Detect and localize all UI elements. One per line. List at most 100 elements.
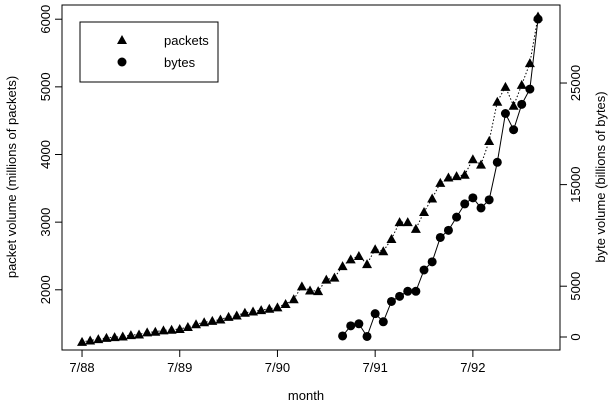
data-point — [166, 324, 177, 334]
y2-tick-label: 25000 — [568, 65, 583, 101]
data-point — [191, 319, 202, 329]
data-point — [296, 281, 307, 291]
data-point — [402, 217, 413, 227]
data-point — [427, 257, 437, 267]
data-point — [378, 317, 388, 327]
data-point — [280, 299, 291, 308]
data-point — [321, 274, 332, 284]
data-point — [142, 327, 153, 337]
data-point — [484, 195, 494, 205]
data-point — [460, 199, 470, 209]
data-point — [101, 332, 112, 342]
data-point — [215, 314, 226, 324]
data-point — [403, 286, 413, 296]
data-point — [305, 285, 316, 295]
x-tick-label: 7/92 — [460, 360, 485, 375]
data-point — [117, 331, 128, 341]
data-point — [395, 291, 405, 301]
data-point — [452, 212, 462, 222]
legend-marker — [117, 57, 127, 67]
data-point — [451, 171, 462, 181]
data-point — [150, 326, 161, 336]
data-point — [362, 331, 372, 341]
data-point — [231, 310, 242, 320]
data-point — [272, 302, 283, 312]
y-tick-label: 3000 — [38, 208, 53, 237]
x-tick-label: 7/88 — [69, 360, 94, 375]
data-point — [256, 305, 267, 315]
data-point — [508, 100, 519, 110]
series-line — [342, 18, 539, 338]
x-tick-label: 7/90 — [265, 360, 290, 375]
y-axis-label: packet volume (millions of packets) — [4, 76, 19, 278]
data-point — [467, 154, 478, 164]
data-point — [443, 225, 453, 235]
y-tick-label: 5000 — [38, 72, 53, 101]
data-point — [509, 125, 519, 135]
data-point — [492, 157, 502, 167]
data-point — [386, 296, 396, 306]
data-point — [353, 250, 364, 260]
data-point — [199, 317, 210, 327]
data-point — [158, 325, 169, 335]
data-point — [411, 286, 421, 296]
data-point — [248, 306, 259, 316]
data-point — [346, 321, 356, 331]
legend-box — [79, 21, 219, 83]
data-point — [500, 81, 511, 91]
data-point — [370, 244, 381, 254]
data-point — [378, 246, 389, 256]
y2-tick-label: 5000 — [568, 272, 583, 301]
data-point — [174, 324, 185, 334]
data-point — [338, 331, 348, 341]
data-point — [500, 108, 510, 118]
y-tick-label: 6000 — [38, 5, 53, 34]
y2-tick-label: 15000 — [568, 167, 583, 203]
x-tick-label: 7/91 — [363, 360, 388, 375]
data-point — [419, 207, 430, 216]
data-point — [435, 232, 445, 242]
legend-marker — [117, 35, 127, 44]
data-point — [329, 272, 340, 282]
data-point — [427, 193, 438, 203]
x-axis-label: month — [288, 388, 324, 403]
data-point — [345, 254, 356, 264]
data-point — [468, 193, 478, 203]
data-point — [435, 177, 446, 187]
y2-tick-label: 0 — [568, 333, 583, 340]
data-point — [517, 99, 527, 109]
data-point — [476, 203, 486, 213]
data-point — [386, 234, 397, 244]
data-point — [125, 330, 136, 340]
data-point — [134, 329, 145, 339]
data-point — [443, 172, 454, 182]
data-point — [370, 309, 380, 319]
data-point — [288, 294, 299, 304]
data-point — [77, 336, 88, 346]
data-point — [313, 286, 324, 296]
data-point — [337, 261, 348, 271]
data-point — [492, 96, 503, 106]
legend-label: bytes — [164, 55, 196, 70]
y-tick-label: 4000 — [38, 140, 53, 169]
data-point — [354, 319, 364, 329]
data-point — [459, 169, 470, 179]
data-point — [516, 79, 527, 89]
plot-frame — [61, 4, 561, 351]
data-point — [362, 259, 373, 269]
data-point — [207, 315, 218, 325]
data-point — [85, 335, 96, 345]
legend-label: packets — [164, 33, 209, 48]
data-point — [239, 307, 250, 317]
data-point — [484, 135, 495, 145]
data-point — [109, 332, 120, 342]
x-tick-label: 7/89 — [167, 360, 192, 375]
data-point — [410, 223, 421, 233]
y2-axis-label: byte volume (billions of bytes) — [593, 91, 608, 262]
y-tick-label: 2000 — [38, 275, 53, 304]
data-point — [264, 303, 275, 313]
data-point — [182, 322, 193, 331]
data-point — [533, 14, 543, 24]
data-point — [525, 84, 535, 94]
